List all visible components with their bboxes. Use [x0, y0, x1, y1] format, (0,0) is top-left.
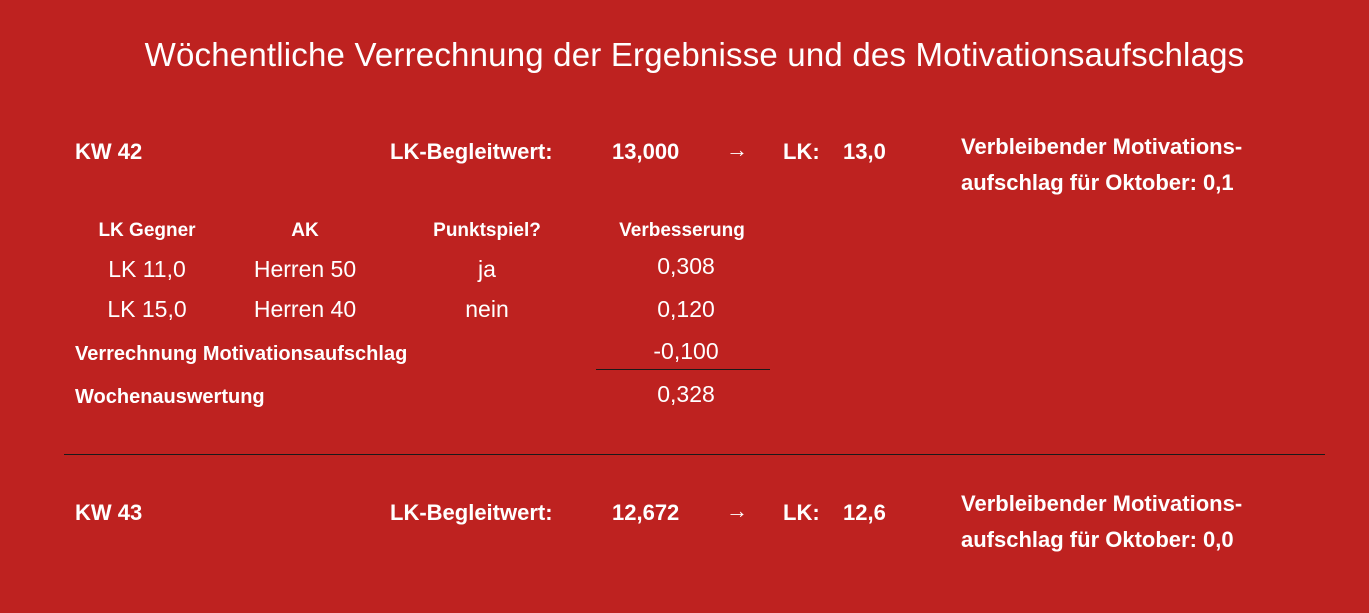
cell-verbesserung: 0,120 — [657, 296, 715, 322]
motivation-deduction-label: Verrechnung Motivationsaufschlag — [75, 343, 408, 365]
remaining-motivation-line2: aufschlag für Oktober: 0,1 — [961, 170, 1234, 195]
cell-lk-gegner: LK 15,0 — [107, 296, 187, 322]
cell-verbesserung: 0,308 — [657, 253, 715, 279]
remaining-motivation-line1: Verbleibender Motivations- — [961, 491, 1243, 516]
section-divider — [64, 454, 1325, 455]
column-header-lk-gegner: LK Gegner — [98, 220, 196, 241]
cell-ak: Herren 40 — [253, 296, 357, 322]
arrow-right-icon: → — [726, 137, 748, 162]
week-label: KW 42 — [75, 139, 143, 164]
column-header-punktspiel: Punktspiel? — [433, 220, 541, 241]
remaining-motivation-line2: aufschlag für Oktober: 0,0 — [961, 527, 1234, 552]
lk-label: LK: — [783, 139, 820, 164]
remaining-motivation-line1: Verbleibender Motivations- — [961, 134, 1243, 159]
cell-punktspiel: ja — [478, 256, 496, 282]
begleitwert-label: LK-Begleitwert: — [390, 139, 553, 164]
page-title: Wöchentliche Verrechnung der Ergebnisse … — [144, 36, 1245, 73]
begleitwert-value: 12,672 — [612, 500, 680, 525]
begleitwert-label: LK-Begleitwert: — [390, 500, 553, 525]
cell-punktspiel: nein — [465, 296, 509, 322]
lk-label: LK: — [783, 500, 820, 525]
cell-ak: Herren 50 — [253, 256, 357, 282]
column-header-verbesserung: Verbesserung — [619, 220, 745, 241]
week-label: KW 43 — [75, 500, 143, 525]
column-header-ak: AK — [291, 220, 319, 241]
begleitwert-value: 13,000 — [612, 139, 680, 164]
lk-value: 12,6 — [843, 500, 886, 525]
cell-lk-gegner: LK 11,0 — [108, 256, 186, 282]
sum-line — [596, 369, 770, 370]
weekly-summary-value: 0,328 — [657, 381, 715, 407]
arrow-right-icon: → — [726, 498, 748, 523]
weekly-summary-label: Wochenauswertung — [75, 386, 265, 408]
motivation-deduction-value: -0,100 — [653, 338, 719, 364]
lk-value: 13,0 — [843, 139, 886, 164]
